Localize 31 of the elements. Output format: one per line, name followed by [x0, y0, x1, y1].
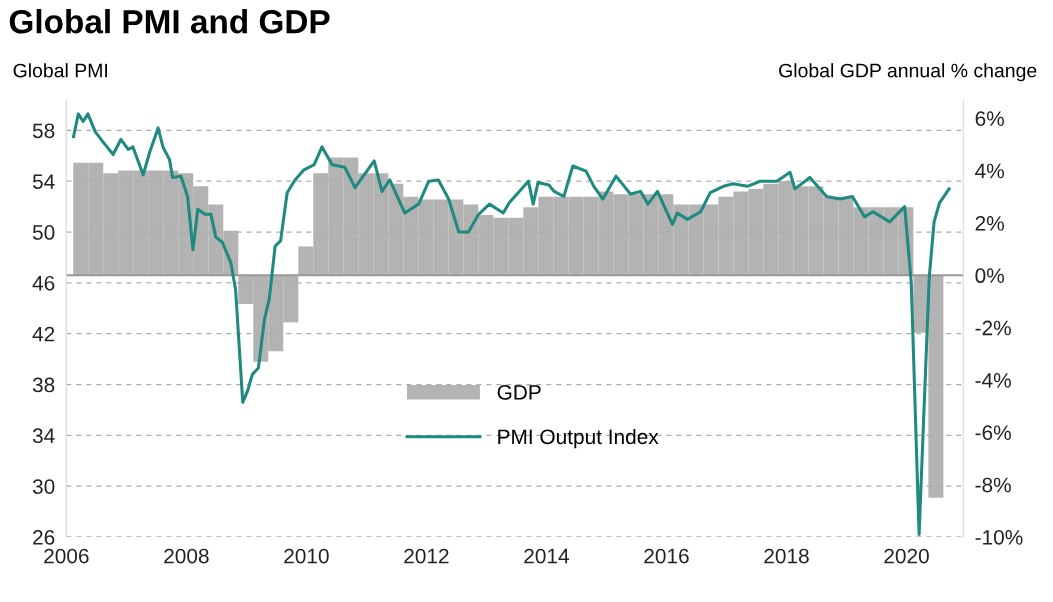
x-tick-label: 2016 — [644, 548, 689, 564]
y2-tick-label: 0% — [975, 268, 1004, 284]
y-axis-title: Global PMI — [13, 63, 108, 78]
legend-label: GDP — [497, 385, 541, 400]
y2-tick-label: -2% — [975, 320, 1011, 336]
y-tick-label: 34 — [32, 428, 55, 444]
y-tick-label: 58 — [32, 123, 55, 139]
y2-tick-label: 2% — [975, 215, 1004, 231]
x-tick-label: 2006 — [44, 548, 89, 564]
y2-axis-title: Global GDP annual % change — [779, 63, 1037, 82]
y-tick-label: 30 — [32, 479, 55, 494]
x-tick-label: 2012 — [404, 548, 449, 564]
x-tick-label: 2010 — [284, 548, 329, 564]
y2-tick-label: -4% — [975, 373, 1011, 388]
y-tick-label: 50 — [32, 225, 55, 240]
y2-tick-label: 6% — [975, 111, 1004, 127]
y2-tick-label: -6% — [975, 425, 1011, 441]
x-tick-label: 2018 — [764, 548, 809, 564]
y-tick-label: 42 — [32, 326, 55, 342]
y-tick-label: 54 — [32, 174, 55, 189]
y-tick-label: 26 — [33, 529, 55, 545]
y-tick-label: 46 — [32, 275, 55, 291]
x-tick-label: 2020 — [884, 548, 929, 564]
x-tick-label: 2014 — [524, 548, 569, 564]
y2-tick-label: -10% — [975, 529, 1023, 545]
x-tick-label: 2008 — [164, 548, 209, 564]
y2-tick-label: 4% — [975, 163, 1004, 179]
legend-label: PMI Output Index — [498, 428, 659, 449]
chart-title: Global PMI and GDP — [9, 9, 330, 34]
y2-tick-label: -8% — [975, 477, 1011, 493]
y-tick-label: 38 — [32, 377, 55, 393]
